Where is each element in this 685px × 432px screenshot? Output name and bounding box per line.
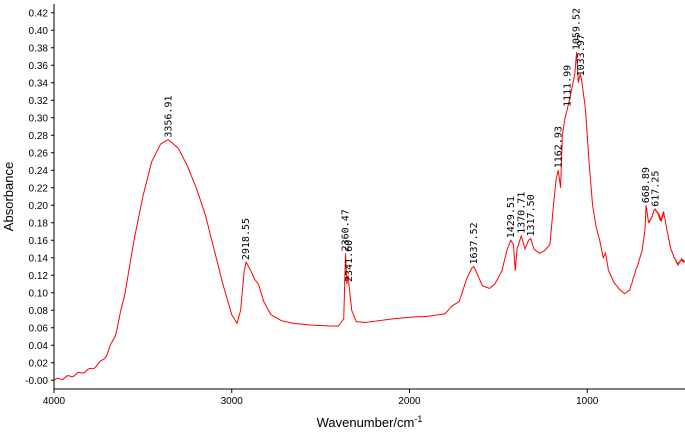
y-tick-label: 0.26: [29, 148, 49, 159]
peak-label: 617.25: [650, 171, 661, 207]
peak-label: 668.89: [641, 167, 652, 203]
y-tick-label: 0.20: [29, 201, 49, 212]
peak-label: 3356.91: [163, 95, 174, 137]
x-axis-title-text: Wavenumber/cm: [317, 415, 415, 430]
y-axis-ticks: -0.00 0.02 0.04 0.06 0.08 0.10 0.12 0.14 0.16 0.1…: [25, 8, 54, 387]
spectrum-line: [53, 52, 685, 381]
x-tick-label: 1000: [576, 396, 599, 407]
y-tick-label: 0.32: [29, 96, 49, 107]
y-tick-label: 0.18: [29, 218, 49, 229]
peak-label: 2341.60: [344, 240, 355, 282]
y-axis-title: Absorbance: [1, 162, 16, 231]
x-tick-label: 3000: [221, 396, 244, 407]
peak-label: 2918.55: [241, 218, 252, 260]
axes: [53, 4, 685, 390]
y-tick-label: 0.06: [29, 323, 49, 334]
y-tick-label: 0.38: [29, 43, 49, 54]
x-tick-label: 2000: [398, 396, 421, 407]
y-tick-label: 0.24: [29, 166, 49, 177]
x-tick-label: 4000: [43, 396, 66, 407]
peak-label: 1033.97: [576, 34, 587, 76]
y-tick-label: 0.10: [29, 288, 49, 299]
x-axis-title: Wavenumber/cm-1: [317, 414, 423, 430]
y-tick-label: 0.34: [29, 78, 49, 89]
y-tick-label: 0.16: [29, 236, 49, 247]
y-tick-label: 0.30: [29, 113, 49, 124]
y-tick-label: 0.02: [29, 358, 49, 369]
y-tick-label: 0.14: [29, 253, 49, 264]
y-tick-label: -0.00: [25, 376, 48, 387]
y-tick-label: 0.04: [29, 341, 49, 352]
peak-label: 1637.52: [469, 222, 480, 264]
peak-label: 1111.99: [562, 65, 573, 107]
y-tick-label: 0.28: [29, 131, 49, 142]
y-tick-label: 0.42: [29, 8, 49, 19]
x-axis-ticks: 4000 3000 2000 1000: [43, 389, 599, 407]
y-tick-label: 0.36: [29, 61, 49, 72]
peak-label: 1370.71: [516, 192, 527, 234]
peak-label: 1162.93: [553, 126, 564, 168]
x-axis-title-superscript: -1: [414, 414, 422, 424]
peak-label: 1059.52: [572, 8, 583, 50]
y-tick-label: 0.12: [29, 271, 49, 282]
y-tick-label: 0.08: [29, 306, 49, 317]
y-tick-label: 0.40: [29, 26, 49, 37]
y-tick-label: 0.22: [29, 183, 49, 194]
peak-label: 1429.51: [506, 196, 517, 238]
peak-label: 2360.47: [340, 209, 351, 251]
peak-label: 1317.50: [526, 194, 537, 236]
